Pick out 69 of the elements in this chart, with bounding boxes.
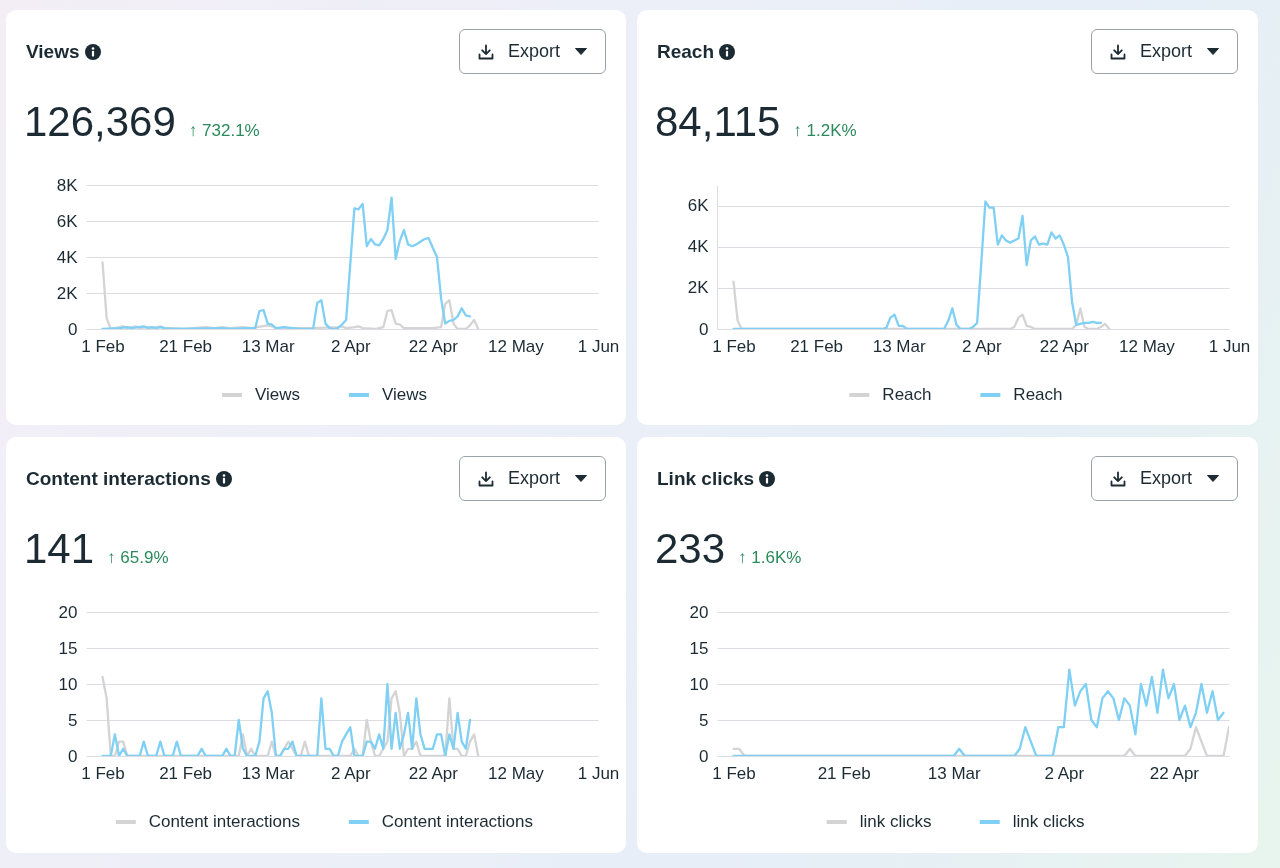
x-tick-label: 12 May [488, 763, 545, 783]
legend-label: Reach [1013, 385, 1063, 404]
x-tick-label: 13 Mar [872, 336, 926, 356]
y-tick-label: 0 [699, 319, 709, 339]
legend-label: Views [381, 385, 428, 404]
x-tick-label: 1 Jun [577, 763, 620, 783]
text: ↑ 65.9% [107, 548, 169, 568]
y-tick-label: 4K [56, 247, 79, 267]
x-tick-label: 2 Apr [330, 763, 371, 783]
export-button: Export [1091, 456, 1238, 501]
y-tick-label: 20 [689, 602, 709, 622]
legend-label: Content interactions [148, 812, 300, 831]
export-button: Export [459, 29, 606, 74]
chart-title: Link clicks [657, 468, 755, 490]
y-tick-label: 4K [687, 237, 710, 257]
y-tick-label: 15 [689, 638, 709, 658]
x-tick-label: 13 Mar [241, 336, 295, 356]
chart-subtitle: 126,369 [24, 98, 176, 146]
x-tick-label: 1 Jun [1208, 336, 1251, 356]
text: ↑ 1.2K% [793, 121, 857, 141]
chart-subtitle: 141 [24, 525, 95, 573]
legend-label: Content interactions [381, 812, 533, 831]
y-tick-label: 20 [58, 602, 78, 622]
x-tick-label: 21 Feb [159, 763, 213, 783]
y-tick-label: 2K [56, 283, 79, 303]
y-tick-label: 2K [687, 278, 710, 298]
x-tick-label: 1 Feb [712, 336, 756, 356]
x-tick-label: 22 Apr [408, 763, 459, 783]
y-tick-label: 6K [56, 211, 79, 231]
x-tick-label: 21 Feb [159, 336, 213, 356]
x-tick-label: 2 Apr [1044, 763, 1085, 783]
x-tick-label: 1 Feb [81, 763, 125, 783]
x-tick-label: 1 Jun [577, 336, 620, 356]
x-tick-label: 13 Mar [927, 763, 982, 783]
chart-title: Views [26, 41, 80, 63]
x-tick-label: 22 Apr [1149, 763, 1200, 783]
y-tick-label: 10 [58, 674, 78, 694]
x-tick-label: 21 Feb [817, 763, 871, 783]
x-tick-label: 22 Apr [1039, 336, 1090, 356]
x-tick-label: 13 Mar [241, 763, 295, 783]
chart-subtitle: 84,115 [655, 98, 781, 146]
chart-subtitle: 233 [655, 525, 726, 573]
y-tick-label: 5 [699, 710, 709, 730]
x-tick-label: 2 Apr [961, 336, 1002, 356]
legend-label: Reach [882, 385, 932, 404]
x-tick-label: 12 May [1119, 336, 1176, 356]
y-tick-label: 8K [56, 175, 79, 195]
text: ↑ 1.6K% [738, 548, 802, 568]
x-tick-label: 2 Apr [330, 336, 371, 356]
y-tick-label: 0 [699, 746, 709, 766]
x-tick-label: 1 Feb [712, 763, 756, 783]
y-tick-label: 10 [689, 674, 709, 694]
y-tick-label: 0 [68, 319, 78, 339]
legend-label: Views [254, 385, 301, 404]
x-tick-label: 1 Feb [81, 336, 125, 356]
chart-title: Content interactions [26, 468, 211, 490]
export-button: Export [459, 456, 606, 501]
y-tick-label: 0 [68, 746, 78, 766]
y-tick-label: 6K [687, 196, 710, 216]
legend-label: link clicks [1012, 812, 1085, 831]
chart-title: Reach [657, 41, 715, 63]
legend-label: link clicks [859, 812, 932, 831]
y-tick-label: 15 [58, 638, 78, 658]
y-tick-label: 5 [68, 710, 78, 730]
export-button: Export [1091, 29, 1238, 74]
x-tick-label: 12 May [488, 336, 545, 356]
x-tick-label: 22 Apr [408, 336, 459, 356]
text: ↑ 732.1% [188, 121, 260, 141]
x-tick-label: 21 Feb [790, 336, 844, 356]
